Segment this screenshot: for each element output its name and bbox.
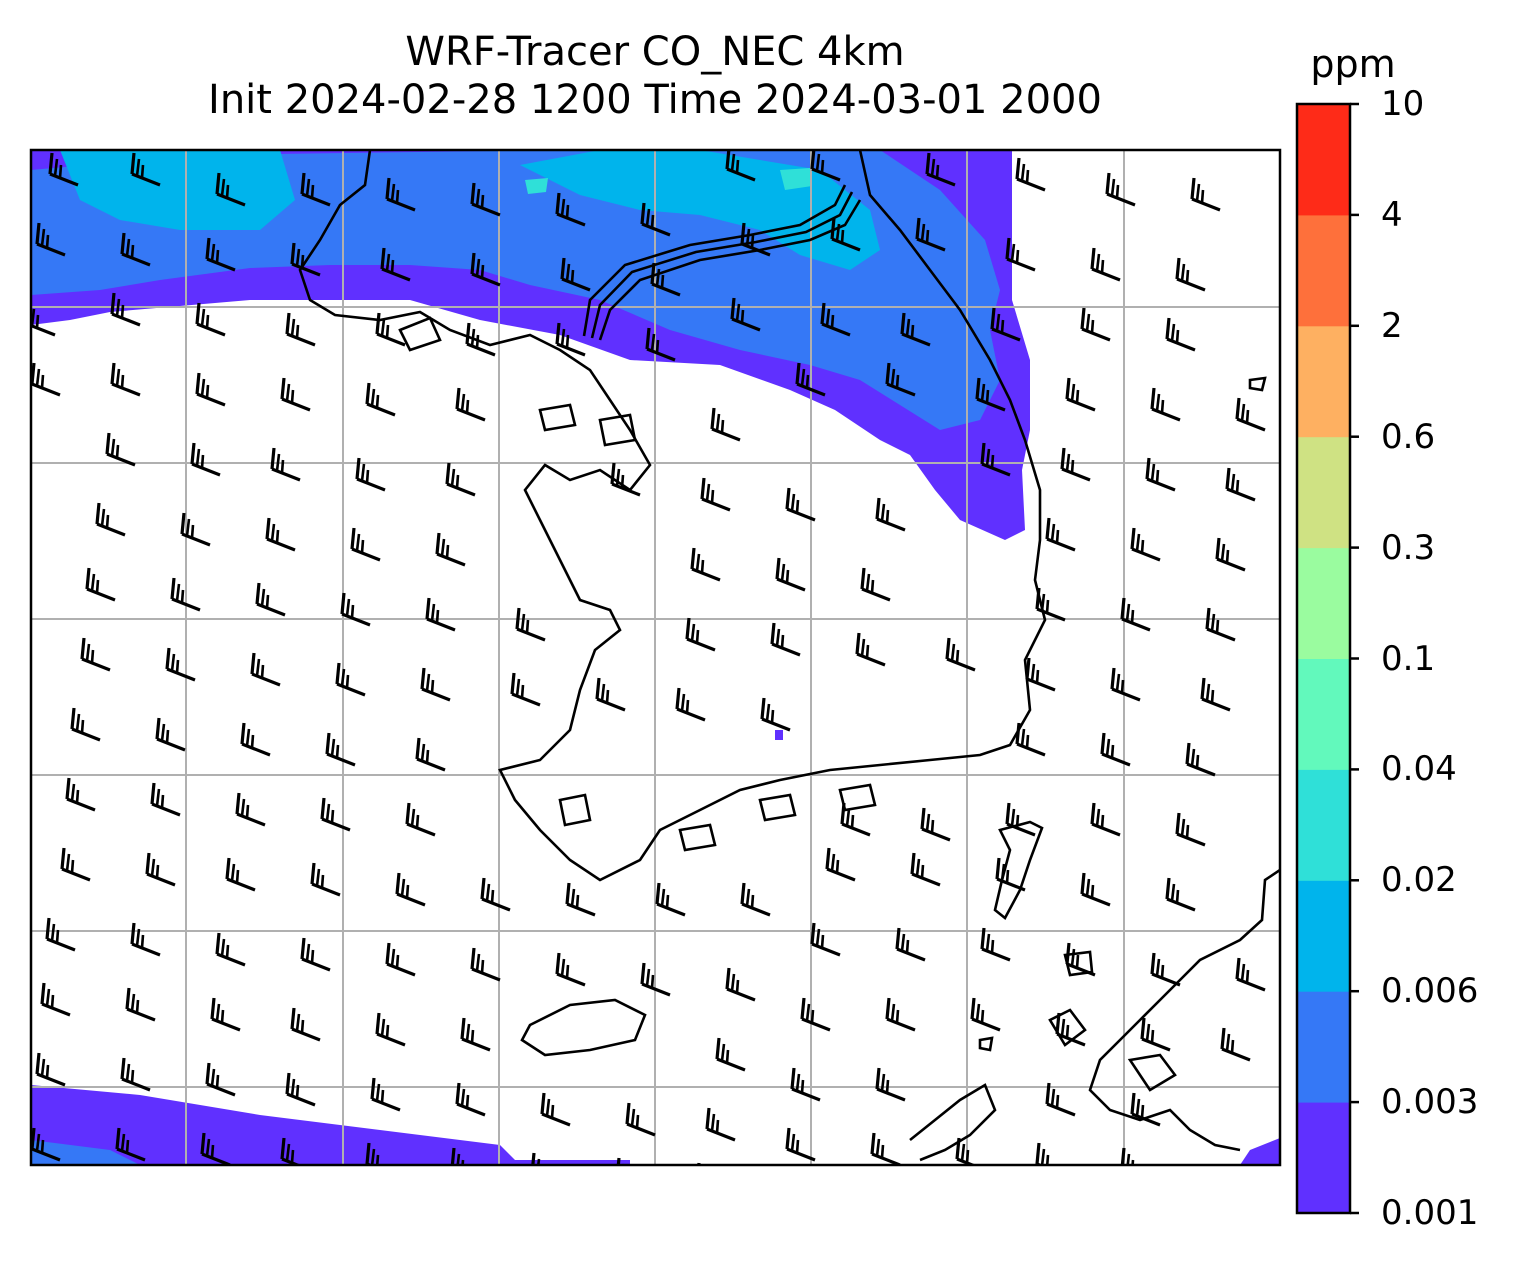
gridlines: [31, 150, 1280, 1165]
colorbar-segment: [1297, 991, 1350, 1103]
colorbar-segment: [1297, 325, 1350, 438]
map-frame: [29, 148, 1282, 1167]
colorbar-tick-label: 4: [1381, 194, 1403, 235]
colorbar-tick-label: 2: [1381, 305, 1403, 346]
colorbar-tick-label: 0.3: [1381, 527, 1436, 568]
colorbar-tick-label: 0.6: [1381, 416, 1436, 457]
title-line-1: WRF-Tracer CO_NEC 4km: [405, 29, 905, 75]
title-line-2: Init 2024-02-28 1200 Time 2024-03-01 200…: [208, 77, 1102, 123]
colorbar-segment: [1297, 1102, 1350, 1214]
colorbar-tick-label: 10: [1381, 84, 1425, 124]
colorbar-segment: [1297, 547, 1350, 659]
colorbar-segment: [1297, 658, 1350, 770]
colorbar-tick-label: 0.04: [1381, 749, 1457, 790]
colorbar-tick-label: 0.006: [1381, 971, 1479, 1012]
colorbar-segment: [1297, 769, 1350, 881]
map-title: WRF-Tracer CO_NEC 4km Init 2024-02-28 12…: [30, 28, 1280, 124]
colorbar-segment: [1297, 880, 1350, 992]
colorbar-tick-label: 0.1: [1381, 638, 1436, 679]
map-area: [31, 150, 1280, 1165]
colorbar-tick-label: 0.02: [1381, 860, 1457, 901]
colorbar-segment: [1297, 104, 1350, 216]
concentration-fill: [31, 150, 1280, 1165]
colorbar-segment: [1297, 436, 1350, 549]
colorbar-tick-label: 0.003: [1381, 1082, 1479, 1123]
colorbar-tick-label: 0.001: [1381, 1193, 1479, 1233]
colorbar-segment: [1297, 214, 1350, 327]
colorbar-unit-label: ppm: [1310, 42, 1396, 86]
colorbar: [1295, 102, 1359, 1215]
